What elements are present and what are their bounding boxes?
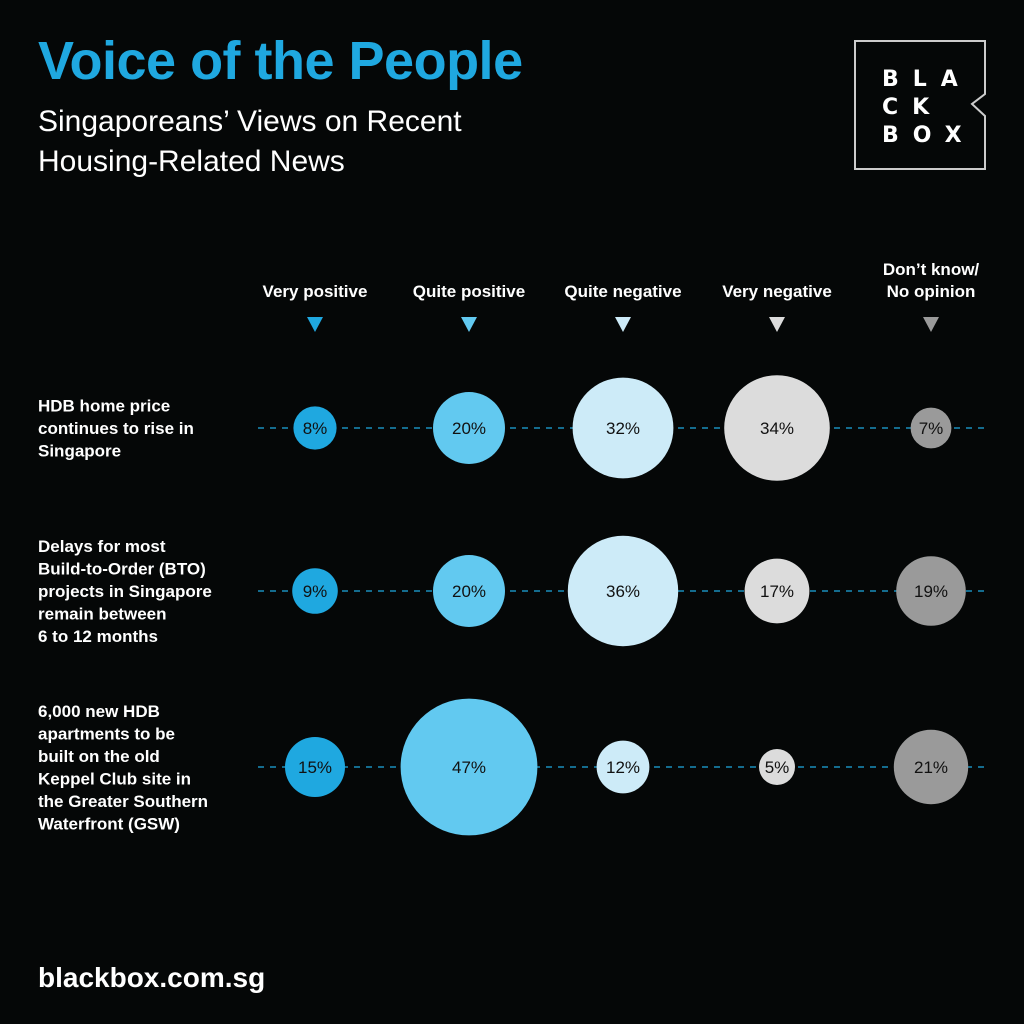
bubble [724,375,830,481]
row-label: 6,000 new HDB [38,702,160,721]
bubble [433,392,505,464]
footer-url[interactable]: blackbox.com.sg [38,962,266,993]
svg-text:BOX: BOX [882,123,976,148]
bubble [596,740,650,794]
bubble-value-label: 5% [765,758,790,777]
bubble [285,737,345,797]
svg-text:BLA: BLA [882,67,972,92]
bubble-value-label: 21% [914,758,948,777]
row-label: Waterfront (GSW) [38,814,180,833]
bubble [744,558,810,624]
page-title: Voice of the People [38,31,523,91]
triangle-marker-icon [307,317,323,332]
column-header: Quite positive [413,282,525,301]
row-label: built on the old [38,747,160,766]
bubble [759,749,795,785]
triangle-marker-icon [769,317,785,332]
bubble [567,535,679,647]
row-label: projects in Singapore [38,582,212,601]
blackbox-logo: BLA CK BOX [854,40,986,170]
bubble [910,407,952,449]
column-header: Very negative [722,282,832,301]
bubble-value-label: 36% [606,582,640,601]
bubble-value-label: 34% [760,419,794,438]
bubble [572,377,674,479]
row-label: continues to rise in [38,419,194,438]
row-label: Delays for most [38,537,166,556]
bubble [896,556,966,626]
bubble-value-label: 20% [452,419,486,438]
row-label: Singapore [38,442,121,461]
row-label: 6 to 12 months [38,627,158,646]
column-header: Very positive [263,282,368,301]
triangle-marker-icon [461,317,477,332]
row-label: the Greater Southern [38,792,208,811]
row-label: Build-to-Order (BTO) [38,560,206,579]
svg-text:CK: CK [882,95,943,120]
bubble-value-label: 17% [760,582,794,601]
column-header: Quite negative [564,282,681,301]
bubble-value-label: 32% [606,419,640,438]
bubble [433,555,505,627]
bubble-value-label: 19% [914,582,948,601]
bubble-value-label: 20% [452,582,486,601]
bubble [893,729,969,805]
row-label: Keppel Club site in [38,769,191,788]
bubble [400,698,538,836]
triangle-marker-icon [615,317,631,332]
bubble-value-label: 7% [919,419,944,438]
bubble-value-label: 12% [606,758,640,777]
column-header: No opinion [887,282,976,301]
page-subtitle: Singaporeans’ Views on Recent Housing-Re… [38,105,462,178]
column-header: Don’t know/ [883,260,980,279]
bubble [292,568,338,614]
triangle-marker-icon [923,317,939,332]
row-label: apartments to be [38,724,175,743]
bubble [293,406,337,450]
bubble-value-label: 8% [303,419,328,438]
bubble-value-label: 15% [298,758,332,777]
bubble-value-label: 9% [303,582,328,601]
bubble-value-label: 47% [452,758,486,777]
row-label: remain between [38,605,167,624]
row-label: HDB home price [38,397,170,416]
